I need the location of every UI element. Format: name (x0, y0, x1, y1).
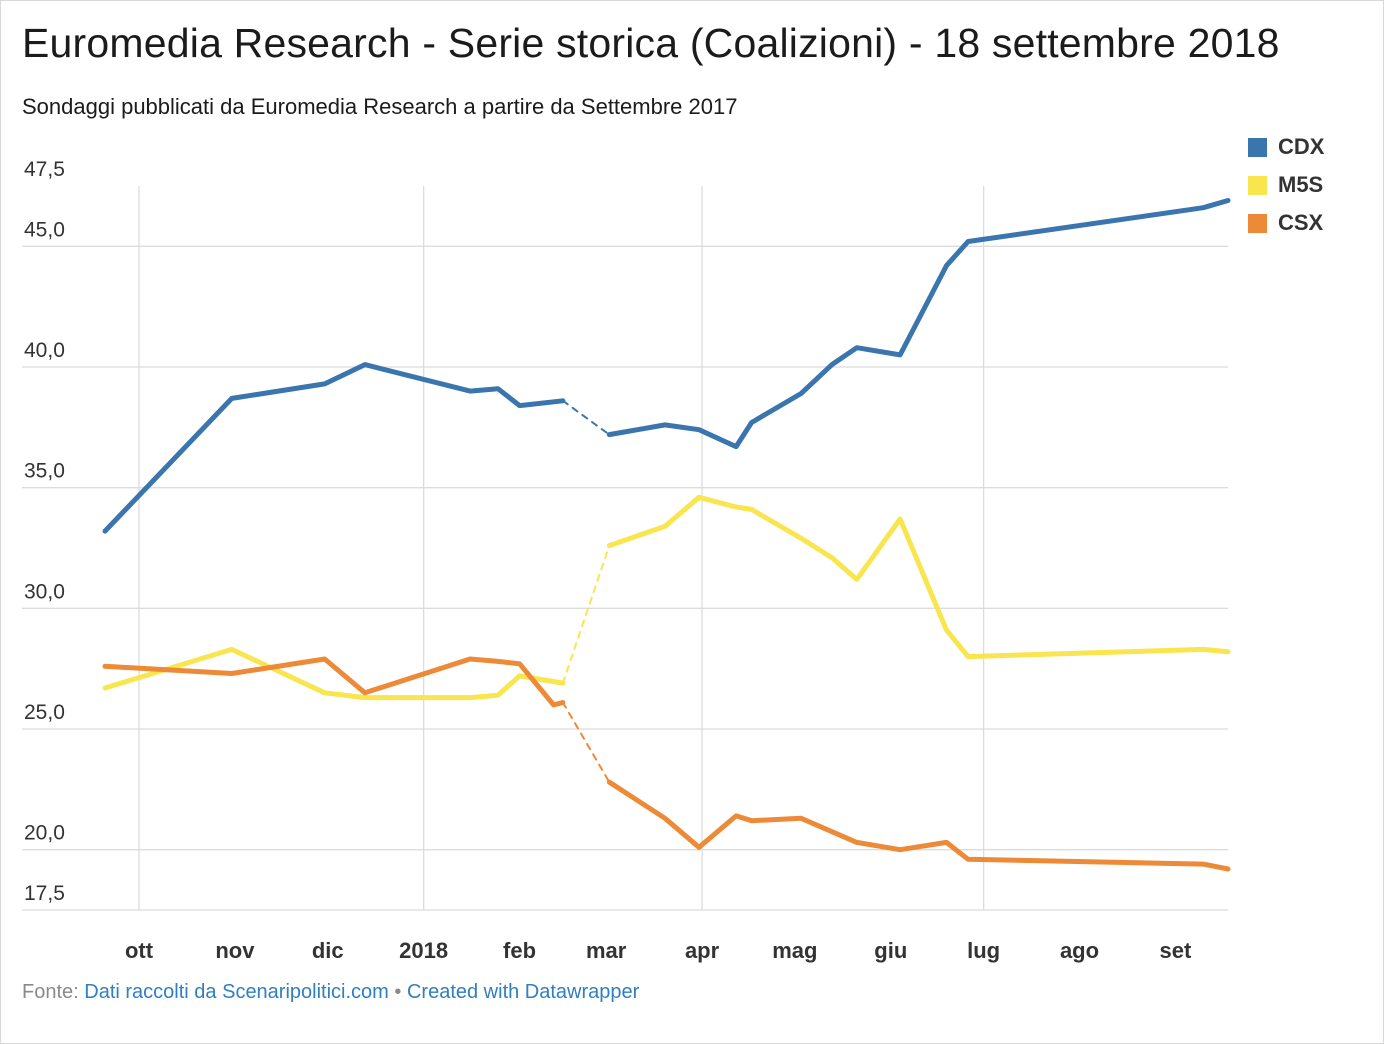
series-m5s (102, 494, 1231, 701)
footer: Fonte: Dati raccolti da Scenaripolitici.… (22, 981, 639, 1004)
legend-label-m5s: M5S (1278, 172, 1324, 197)
chart-title: Euromedia Research - Serie storica (Coal… (22, 20, 1280, 66)
series-csx (102, 656, 1231, 872)
series-line-csx (606, 779, 1231, 872)
y-tick-label: 17,5 (24, 882, 65, 905)
x-tick-label: mar (586, 938, 627, 963)
x-gridlines (138, 186, 985, 910)
x-tick-label: ago (1060, 938, 1099, 963)
x-tick-label: ott (125, 938, 154, 963)
x-tick-label: 2018 (399, 938, 448, 963)
y-tick-label: 25,0 (24, 701, 65, 724)
y-tick-label: 20,0 (24, 822, 65, 845)
y-tick-label: 40,0 (24, 339, 65, 362)
legend-label-cdx: CDX (1278, 134, 1325, 159)
footer-source-link[interactable]: Dati raccolti da Scenaripolitici.com (84, 981, 389, 1003)
legend-swatch-m5s (1248, 175, 1267, 195)
x-tick-label: lug (967, 938, 1000, 963)
footer-separator: • (394, 981, 402, 1003)
x-tick-label: dic (312, 938, 344, 963)
series-gap-line-cdx (561, 399, 611, 436)
y-tick-label: 35,0 (24, 460, 65, 483)
x-tick-label: feb (503, 938, 536, 963)
y-axis-tick-labels: 47,5 45,0 40,0 35,0 30,0 25,0 20,0 17,5 (24, 158, 65, 905)
x-tick-label: set (1160, 938, 1192, 963)
series-line-cdx (102, 362, 566, 534)
series-gap-line-m5s (561, 544, 611, 685)
legend-item-m5s[interactable]: M5S (1248, 166, 1324, 204)
footer-credit-link[interactable]: Created with Datawrapper (406, 981, 640, 1003)
series-line-m5s (606, 494, 1231, 660)
legend-item-csx[interactable]: CSX (1248, 204, 1324, 242)
series-lines (102, 198, 1231, 872)
y-tick-label: 47,5 (24, 158, 65, 181)
series-line-m5s (102, 646, 566, 701)
legend-item-cdx[interactable]: CDX (1248, 128, 1324, 166)
series-line-cdx (606, 198, 1231, 450)
x-tick-label: nov (215, 938, 255, 963)
legend: CDX M5S CSX (1248, 128, 1324, 242)
legend-swatch-csx (1248, 213, 1267, 233)
series-line-csx (102, 656, 566, 708)
footer-source-label: Fonte: (22, 981, 79, 1003)
y-tick-label: 30,0 (24, 580, 65, 603)
legend-swatch-cdx (1248, 137, 1267, 157)
y-tick-label: 45,0 (24, 218, 65, 241)
legend-label-csx: CSX (1278, 210, 1324, 235)
x-tick-label: giu (874, 938, 907, 963)
x-axis-tick-labels: ott nov dic 2018 feb mar apr mag giu lug ago set (125, 938, 1192, 963)
series-gap-line-csx (561, 701, 611, 784)
chart-subtitle: Sondaggi pubblicati da Euromedia Researc… (22, 94, 738, 119)
x-tick-label: apr (685, 938, 720, 963)
y-gridlines (22, 245, 1228, 911)
x-tick-label: mag (772, 938, 817, 963)
series-cdx (102, 198, 1231, 534)
